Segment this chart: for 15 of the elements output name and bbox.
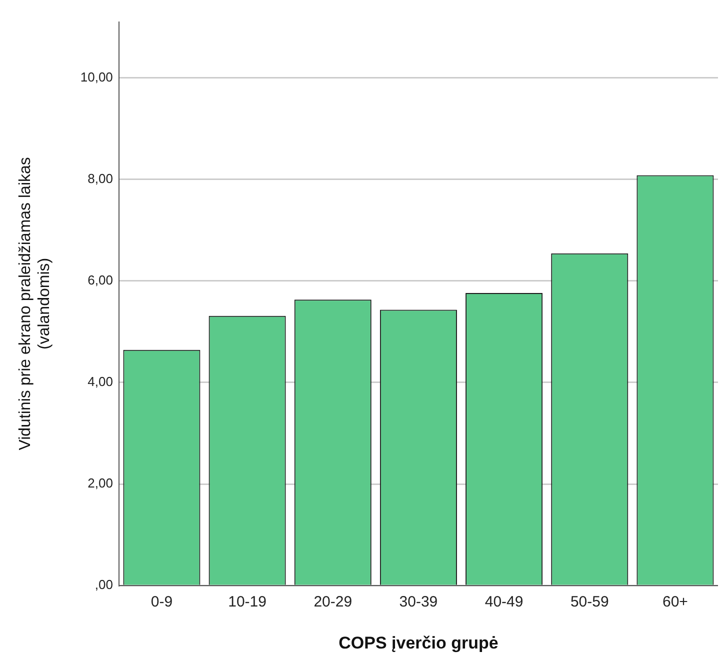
y-tick-label: 8,00: [88, 170, 113, 186]
x-tick-label: 0-9: [150, 594, 173, 611]
x-tick-label: 30-39: [399, 594, 438, 611]
y-axis-title: Vidutinis prie ekrano praleidžiamas laikas (valandomis): [17, 157, 54, 450]
y-tick-label: 10,00: [80, 69, 113, 84]
x-tick-label: 50-59: [570, 594, 609, 611]
x-axis-title: COPS įverčio grupė: [338, 633, 498, 652]
x-tick-label: 20-29: [314, 594, 352, 611]
y-tick-label: 4,00: [88, 374, 113, 390]
y-tick-label: ,00: [94, 577, 113, 592]
x-tick-label: 40-49: [484, 594, 524, 611]
y-tick-label: 2,00: [88, 476, 113, 491]
x-tick-label: 60+: [662, 594, 688, 611]
y-tick-label: 6,00: [88, 272, 113, 288]
x-tick-label: 10-19: [228, 594, 266, 611]
